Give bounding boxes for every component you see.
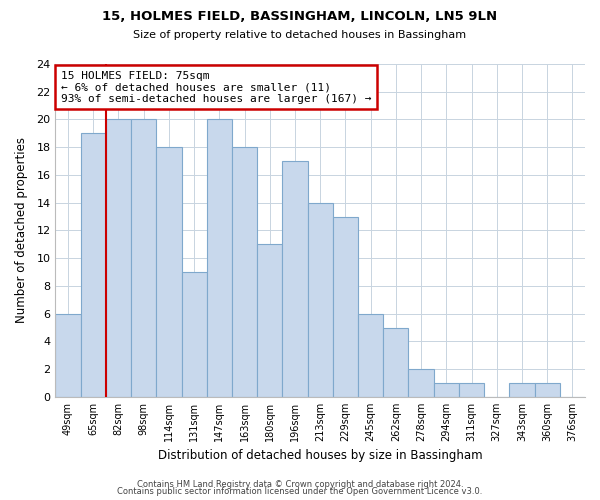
Bar [358,314,383,397]
Bar [383,328,409,397]
Text: 15 HOLMES FIELD: 75sqm
← 6% of detached houses are smaller (11)
93% of semi-deta: 15 HOLMES FIELD: 75sqm ← 6% of detached … [61,70,371,104]
Bar [333,216,358,397]
Text: Contains HM Land Registry data © Crown copyright and database right 2024.: Contains HM Land Registry data © Crown c… [137,480,463,489]
Bar [207,120,232,397]
Bar [80,134,106,397]
Text: 15, HOLMES FIELD, BASSINGHAM, LINCOLN, LN5 9LN: 15, HOLMES FIELD, BASSINGHAM, LINCOLN, L… [103,10,497,23]
Bar [232,147,257,397]
Bar [182,272,207,397]
Bar [308,202,333,397]
Text: Size of property relative to detached houses in Bassingham: Size of property relative to detached ho… [133,30,467,40]
Bar [283,161,308,397]
Bar [131,120,157,397]
Bar [434,383,459,397]
Bar [157,147,182,397]
Bar [55,314,80,397]
Bar [459,383,484,397]
Bar [509,383,535,397]
Text: Contains public sector information licensed under the Open Government Licence v3: Contains public sector information licen… [118,487,482,496]
Bar [409,369,434,397]
Bar [535,383,560,397]
Bar [257,244,283,397]
X-axis label: Distribution of detached houses by size in Bassingham: Distribution of detached houses by size … [158,450,482,462]
Bar [106,120,131,397]
Y-axis label: Number of detached properties: Number of detached properties [15,138,28,324]
